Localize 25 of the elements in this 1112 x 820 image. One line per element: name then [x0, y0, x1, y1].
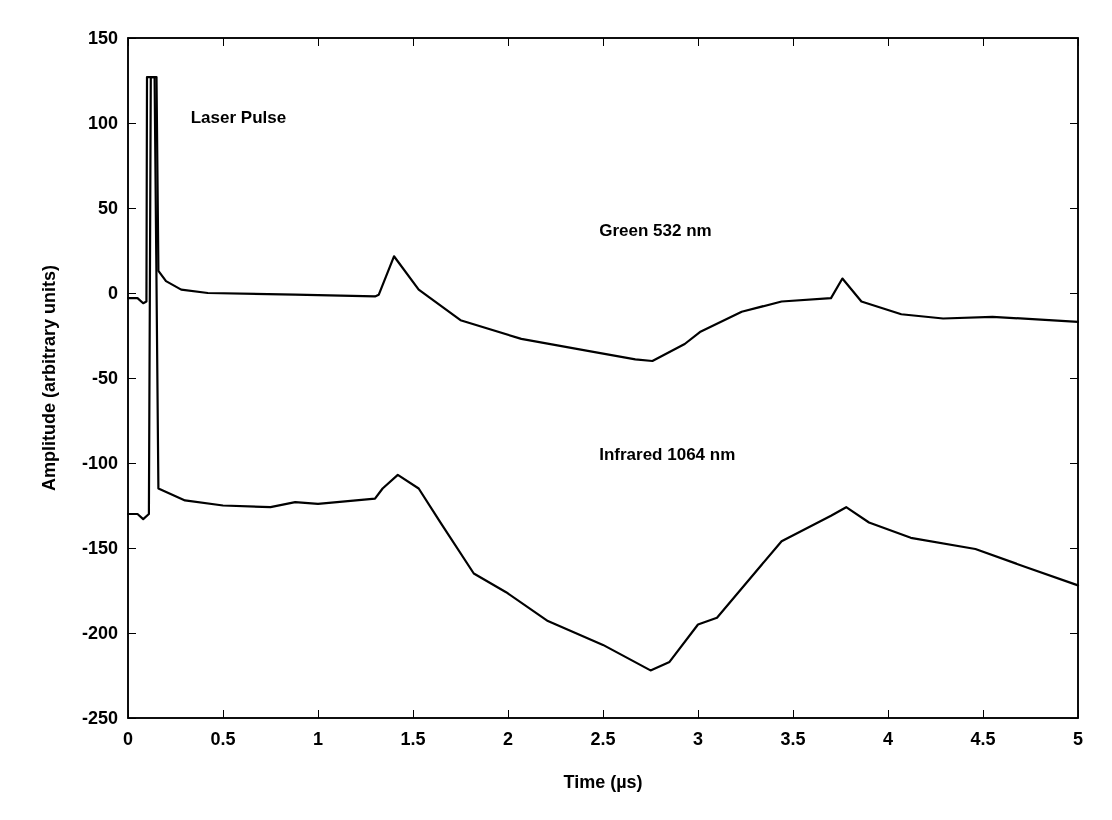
x-tick-label: 3.5: [780, 729, 806, 749]
y-tick-label: -250: [81, 708, 118, 728]
x-tick-label: 4.5: [970, 729, 996, 749]
x-tick-label: 0.5: [210, 729, 236, 749]
x-tick-label: 2: [502, 729, 514, 749]
x-tick-label: 2.5: [590, 729, 616, 749]
y-tick-label: -150: [81, 538, 118, 558]
x-tick-label: 0: [122, 729, 134, 749]
y-tick-label: -50: [91, 368, 118, 388]
x-axis-title: Time (µs): [563, 772, 643, 792]
y-tick-label: -100: [81, 453, 118, 473]
y-tick-label: 100: [87, 113, 118, 133]
y-tick-label: 0: [107, 283, 118, 303]
x-tick-label: 3: [692, 729, 704, 749]
x-tick-label: 1: [312, 729, 324, 749]
annotation: Laser Pulse: [190, 108, 287, 128]
x-tick-label: 4: [882, 729, 894, 749]
y-tick-label: 150: [87, 28, 118, 48]
y-tick-label: 50: [97, 198, 118, 218]
annotation: Green 532 nm: [599, 220, 712, 240]
y-axis-title: Amplitude (arbitrary units): [39, 264, 59, 492]
x-tick-label: 1.5: [400, 729, 426, 749]
x-tick-label: 5: [1072, 729, 1084, 749]
annotation: Infrared 1064 nm: [599, 445, 736, 464]
y-tick-label: -200: [81, 623, 118, 643]
